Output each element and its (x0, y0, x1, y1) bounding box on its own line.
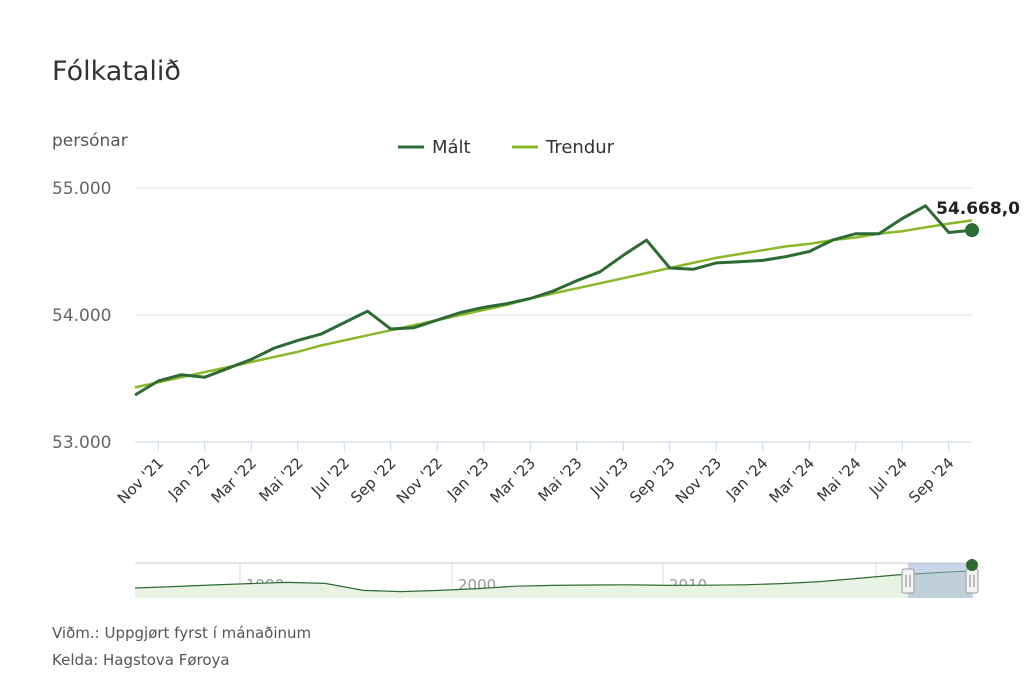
data-label-0: 54.668,0 (936, 199, 1020, 219)
x-tick-label-7: Jan '23 (443, 454, 493, 504)
legend-label-trendur: Trendur (545, 137, 615, 158)
x-tick-label-3: Mai '22 (255, 454, 306, 505)
chart-title: Fólkatalið (52, 56, 181, 87)
source-credit: Kelda: Hagstova Føroya (52, 651, 230, 669)
navigator-selection[interactable] (908, 563, 973, 598)
x-tick-label-17: Sep '24 (905, 454, 958, 507)
x-tick-label-16: Jul '24 (865, 454, 911, 500)
annotations: 54.668,0 (936, 199, 1020, 238)
footnote: Viðm.: Uppgjørt fyrst í mánaðinum (52, 624, 312, 642)
x-tick-label-5: Sep '22 (347, 454, 400, 507)
x-tick-label-13: Jan '24 (722, 454, 772, 504)
y-tick-label-0: 53.000 (52, 433, 111, 453)
y-axis-ticks: 53.000 54.000 55.000 (52, 179, 111, 453)
x-tick-label-0: Nov '21 (114, 454, 167, 507)
y-tick-label-1: 54.000 (52, 306, 111, 326)
navigator[interactable]: 1990200020102020 (134, 559, 979, 598)
legend[interactable]: Mált Trendur (398, 137, 615, 158)
x-tick-label-4: Jul '22 (307, 454, 353, 500)
x-tick-label-6: Nov '22 (393, 454, 446, 507)
navigator-area (135, 570, 972, 598)
series-line-0 (134, 204, 973, 397)
x-tick-label-11: Sep '23 (626, 454, 679, 507)
plot-series (134, 204, 973, 397)
legend-item-trendur[interactable]: Trendur (512, 137, 615, 158)
x-tick-label-2: Mar '22 (208, 454, 261, 507)
last-point-marker-0 (965, 223, 979, 238)
x-tick-label-9: Mai '23 (534, 454, 585, 505)
legend-label-malt: Mált (432, 137, 471, 158)
x-tick-label-8: Mar '23 (487, 454, 540, 507)
x-tick-label-1: Jan '22 (164, 454, 214, 504)
navigator-handle-right[interactable] (965, 568, 979, 594)
grid-lines (135, 187, 972, 316)
y-tick-label-2: 55.000 (52, 179, 111, 199)
y-axis-label: persónar (52, 131, 128, 151)
x-tick-label-12: Nov '23 (672, 454, 725, 507)
x-tick-label-10: Jul '23 (586, 454, 632, 500)
x-tick-label-14: Mar '24 (766, 454, 819, 507)
series-line-1 (134, 219, 973, 389)
navigator-line (134, 570, 973, 593)
navigator-end-marker (966, 559, 978, 571)
legend-item-malt[interactable]: Mált (398, 137, 471, 158)
x-tick-label-15: Mai '24 (813, 454, 864, 505)
navigator-handle-left[interactable] (901, 568, 915, 594)
